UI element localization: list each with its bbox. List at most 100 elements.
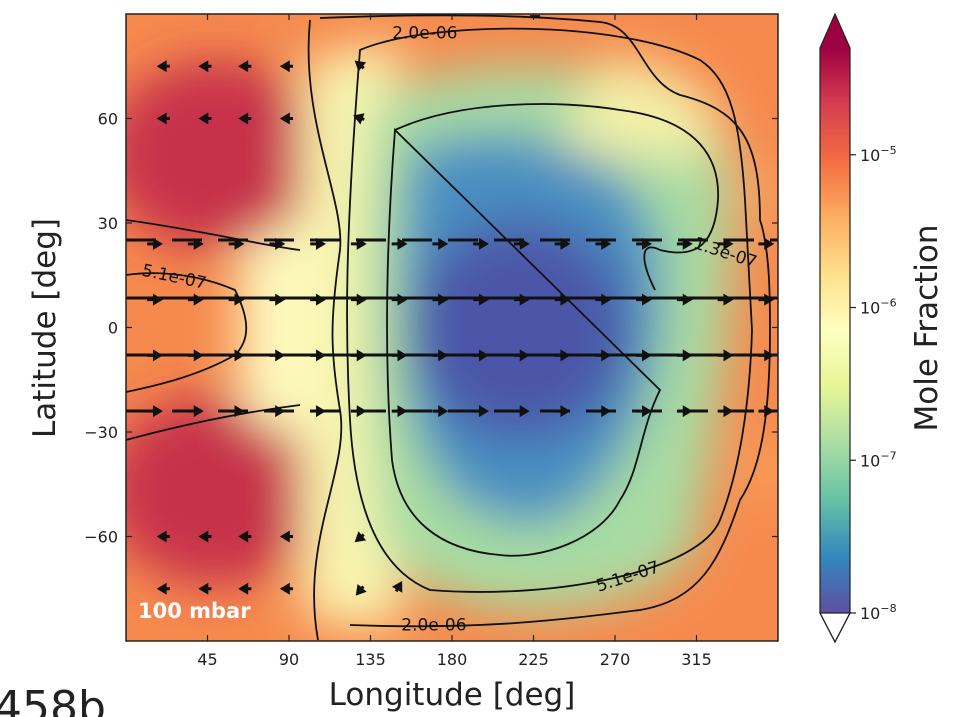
wind-arrow — [156, 60, 170, 73]
wind-arrow — [350, 237, 367, 250]
x-tick-label: 45 — [197, 650, 217, 669]
colorbar-label: Mole Fraction — [909, 225, 945, 432]
wind-arrow — [554, 237, 571, 250]
wind-arrow — [391, 237, 408, 250]
wind-arrow — [353, 113, 365, 125]
x-tick-label: 315 — [681, 650, 712, 669]
wind-arrow — [310, 349, 326, 362]
wind-arrow — [473, 405, 489, 418]
wind-arrow — [147, 293, 163, 306]
contour-label: 2.0e-06 — [392, 23, 457, 43]
colorbar-tick-label: 10−8 — [860, 602, 897, 623]
wind-arrow — [391, 293, 408, 306]
wind-arrow — [269, 237, 286, 250]
y-tick-label: 60 — [98, 110, 118, 129]
wind-arrows — [147, 60, 775, 596]
wind-arrow — [636, 349, 652, 362]
wind-arrow — [310, 237, 326, 250]
wind-arrow — [228, 237, 245, 250]
wind-arrow — [310, 405, 326, 418]
wind-arrow — [595, 293, 612, 306]
wind-arrow — [156, 582, 170, 595]
wind-arrow — [156, 112, 170, 125]
wind-arrow — [156, 530, 170, 543]
wind-arrow — [636, 405, 652, 418]
wind-arrow — [473, 349, 489, 362]
contour-label: 2.0e-06 — [401, 616, 466, 636]
wind-arrow — [187, 237, 204, 250]
wind-arrow — [513, 405, 530, 418]
wind-arrow — [147, 405, 163, 418]
wind-arrow — [636, 237, 652, 250]
colorbar-max-extend — [820, 14, 850, 48]
wind-arrow — [198, 60, 212, 73]
wind-arrow — [279, 112, 293, 125]
x-axis-label: Longitude [deg] — [329, 677, 576, 713]
wind-arrow — [198, 530, 212, 543]
pressure-level-label: 100 mbar — [138, 599, 251, 623]
x-tick-label: 90 — [279, 650, 299, 669]
wind-arrow — [355, 584, 367, 596]
colorbar-gradient — [820, 48, 850, 613]
x-tick-label: 180 — [437, 650, 468, 669]
wind-arrow — [473, 293, 489, 306]
heatmap-field: 100 mbar — [126, 14, 778, 641]
wind-arrow — [554, 405, 571, 418]
wind-arrow — [198, 112, 212, 125]
wind-arrow — [238, 112, 252, 125]
y-tick-label: −60 — [84, 528, 118, 547]
x-axis-ticks: 45 90 135 180 225 270 315 — [197, 14, 712, 669]
wind-arrow — [391, 349, 408, 362]
planet-label: 458b — [0, 682, 106, 717]
wind-arrow — [238, 60, 252, 73]
wind-arrow — [513, 293, 530, 306]
wind-arrow — [717, 237, 734, 250]
wind-arrow — [758, 349, 775, 362]
wind-arrow — [279, 582, 293, 595]
wind-arrow — [758, 237, 775, 250]
wind-arrow — [187, 349, 204, 362]
wind-arrow — [554, 293, 571, 306]
wind-arrow — [238, 530, 252, 543]
wind-arrow — [269, 293, 286, 306]
wind-arrow — [513, 237, 530, 250]
wind-arrow — [310, 293, 326, 306]
wind-arrow — [147, 349, 163, 362]
wind-arrow — [758, 293, 775, 306]
wind-arrow — [228, 293, 245, 306]
y-tick-label: −30 — [84, 423, 118, 442]
heatmap-blobs — [126, 40, 778, 630]
y-tick-label: 30 — [98, 214, 118, 233]
wind-arrow — [187, 293, 204, 306]
wind-arrow — [432, 237, 449, 250]
y-axis-ticks: 60 30 0 −30 −60 — [84, 110, 778, 547]
wind-arrow — [269, 349, 286, 362]
colorbar-tick-label: 10−6 — [860, 297, 897, 318]
y-axis-label: Latitude [deg] — [27, 218, 63, 438]
colorbar-min-extend — [819, 612, 851, 644]
wind-arrow — [350, 405, 367, 418]
x-tick-label: 135 — [355, 650, 386, 669]
wind-arrow — [473, 237, 489, 250]
wind-arrow — [676, 349, 693, 362]
wind-arrow — [147, 237, 163, 250]
wind-arrow — [198, 582, 212, 595]
wind-arrow — [354, 60, 367, 72]
wind-arrow — [758, 405, 775, 418]
wind-arrow — [595, 405, 612, 418]
wind-arrow — [432, 405, 449, 418]
wind-arrow — [513, 349, 530, 362]
wind-arrow — [350, 293, 367, 306]
wind-arrow — [717, 293, 734, 306]
x-tick-label: 270 — [600, 650, 631, 669]
wind-arrow — [554, 349, 571, 362]
wind-arrow — [391, 405, 408, 418]
wind-arrow — [432, 349, 449, 362]
wind-arrow — [269, 405, 286, 418]
wind-arrow — [676, 237, 693, 250]
colorbar: 10−5 10−6 10−7 10−8 Mole Fraction — [819, 12, 945, 644]
contour-lines — [126, 14, 771, 641]
wind-arrow — [636, 293, 652, 306]
wind-arrow — [717, 349, 734, 362]
